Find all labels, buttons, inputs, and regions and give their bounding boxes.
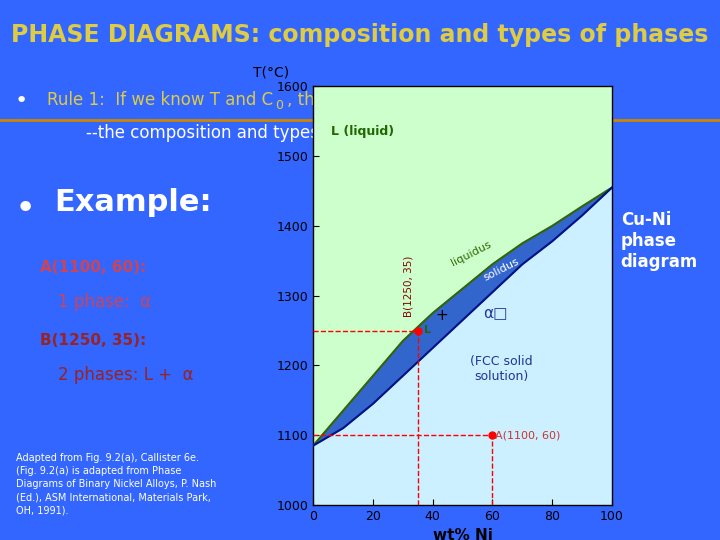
Text: --the composition and types of phases present.: --the composition and types of phases pr… — [86, 124, 479, 142]
Text: Example:: Example: — [54, 187, 212, 217]
Text: Rule 1:  If we know T and C: Rule 1: If we know T and C — [47, 91, 273, 109]
Text: 0: 0 — [275, 99, 283, 112]
Text: α□: α□ — [484, 306, 508, 321]
Text: B(1250, 35): B(1250, 35) — [404, 255, 414, 316]
Text: L: L — [424, 325, 431, 335]
Text: A(1100, 60): A(1100, 60) — [495, 430, 561, 441]
Text: PHASE DIAGRAMS: composition and types of phases: PHASE DIAGRAMS: composition and types of… — [12, 23, 708, 47]
Text: , then we know:: , then we know: — [287, 91, 418, 109]
Text: 1 phase:  α: 1 phase: α — [58, 293, 150, 312]
Polygon shape — [313, 187, 612, 446]
Text: •: • — [14, 91, 27, 111]
Text: Adapted from Fig. 9.2(a), Callister 6e.
(Fig. 9.2(a) is adapted from Phase
Diagr: Adapted from Fig. 9.2(a), Callister 6e. … — [16, 453, 216, 516]
Text: T(°C): T(°C) — [253, 65, 289, 79]
Text: A(1100, 60):: A(1100, 60): — [40, 260, 146, 275]
Text: liquidus: liquidus — [450, 239, 493, 268]
Text: B(1250, 35):: B(1250, 35): — [40, 333, 146, 348]
Text: (FCC solid
solution): (FCC solid solution) — [470, 355, 533, 383]
X-axis label: wt% Ni: wt% Ni — [433, 528, 492, 540]
Text: Cu-Ni
phase
diagram: Cu-Ni phase diagram — [621, 212, 698, 271]
Polygon shape — [313, 187, 612, 505]
Text: 2 phases: L +  α: 2 phases: L + α — [58, 366, 193, 384]
Text: solidus: solidus — [482, 256, 521, 282]
Text: +: + — [436, 308, 448, 323]
Text: •: • — [14, 192, 36, 226]
Text: L (liquid): L (liquid) — [331, 125, 395, 138]
